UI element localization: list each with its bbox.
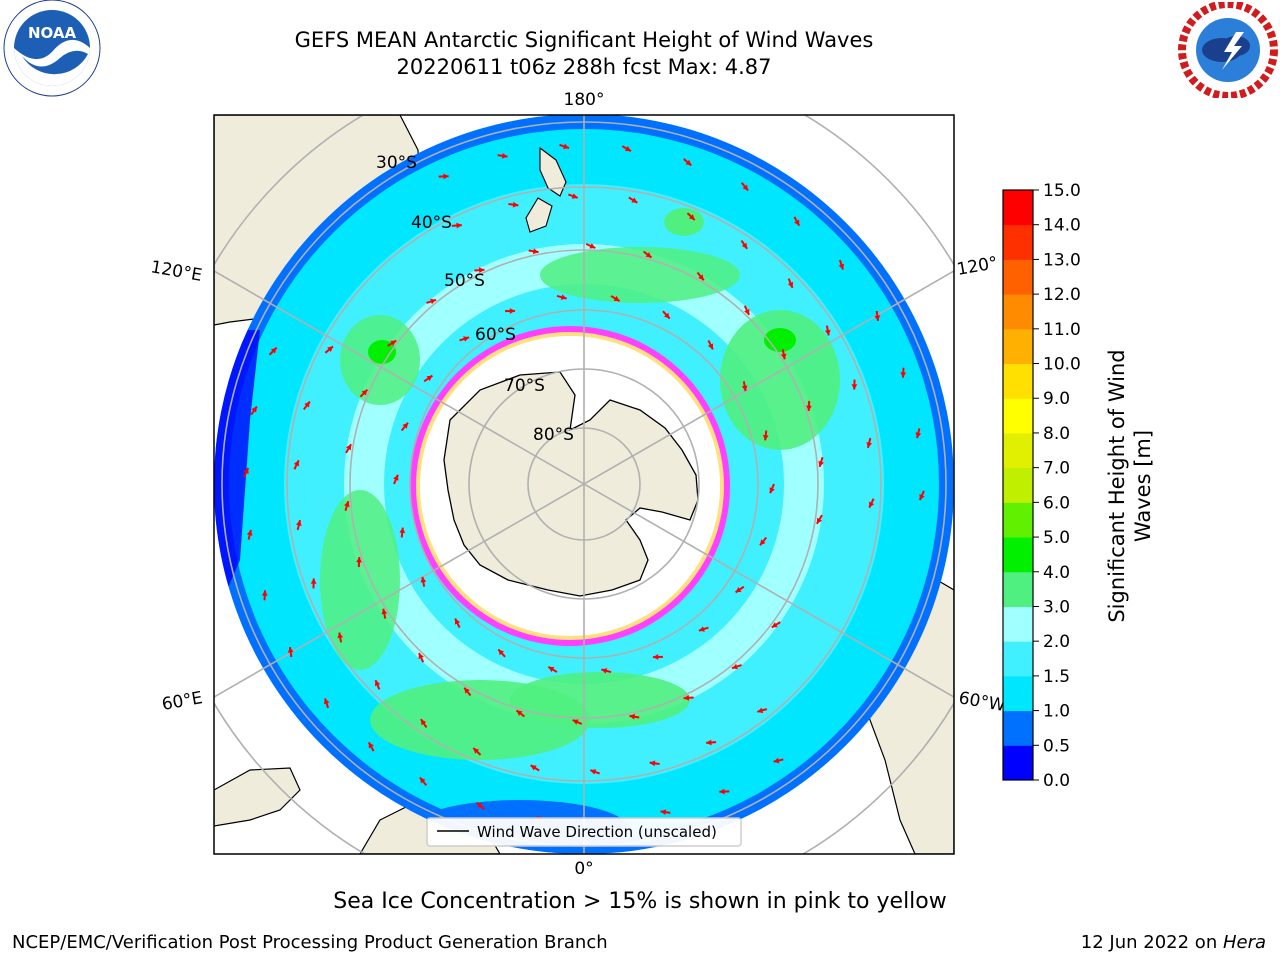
lat-label-70: 70°S [504, 376, 545, 396]
colorbar-tick-label: 0.0 [1043, 771, 1070, 791]
footer-credit: NCEP/EMC/Verification Post Processing Pr… [12, 932, 608, 953]
footer-host: Hera [1223, 932, 1266, 953]
colorbar-segment [1003, 398, 1033, 433]
footer-date: 12 Jun 2022 on Hera [1081, 932, 1266, 953]
colorbar-label-line1: Significant Height of Wind [1105, 349, 1129, 622]
colorbar-tick-label: 14.0 [1043, 216, 1081, 236]
lat-label-30: 30°S [376, 153, 417, 173]
lon-label-left-lower: 60°E [160, 688, 204, 715]
colorbar-tick-label: 1.5 [1043, 667, 1070, 687]
colorbar-segment [1003, 606, 1033, 641]
colorbar-segment [1003, 433, 1033, 468]
colorbar: 0.0 0.5 1.0 1.5 2.0 3.0 4.0 5.0 6.0 7.0 8.0 9.0 10.0… [1003, 181, 1081, 791]
colorbar-tick-label: 8.0 [1043, 424, 1070, 444]
colorbar-segment [1003, 190, 1033, 225]
map-legend: Wind Wave Direction (unscaled) [427, 818, 741, 846]
colorbar-segment [1003, 641, 1033, 676]
lat-label-40: 40°S [411, 213, 452, 233]
colorbar-tick-label: 1.0 [1043, 702, 1070, 722]
colorbar-tick-label: 13.0 [1043, 250, 1081, 270]
lon-label-left-upper: 120°E [149, 257, 203, 286]
colorbar-segment [1003, 259, 1033, 294]
footer-date-text: 12 Jun 2022 on [1081, 932, 1223, 953]
colorbar-segment [1003, 225, 1033, 260]
colorbar-tick-label: 2.0 [1043, 632, 1070, 652]
lat-label-80: 80°S [533, 425, 574, 445]
colorbar-tick-label: 11.0 [1043, 320, 1081, 340]
colorbar-tick-label: 7.0 [1043, 459, 1070, 479]
colorbar-segment [1003, 537, 1033, 572]
lat-label-60: 60°S [475, 325, 516, 345]
colorbar-segment [1003, 468, 1033, 503]
colorbar-tick-label: 3.0 [1043, 597, 1070, 617]
colorbar-tick-label: 15.0 [1043, 181, 1081, 201]
lon-label-right-upper: 120° [955, 253, 999, 280]
lon-label-bottom: 0° [574, 859, 593, 879]
colorbar-segment [1003, 572, 1033, 607]
colorbar-tick-label: 4.0 [1043, 563, 1070, 583]
colorbar-segment [1003, 329, 1033, 364]
colorbar-label-line2: Waves [m] [1131, 430, 1155, 542]
colorbar-tick-label: 6.0 [1043, 493, 1070, 513]
colorbar-tick-label: 10.0 [1043, 355, 1081, 375]
colorbar-segment [1003, 294, 1033, 329]
colorbar-tick-label: 0.5 [1043, 736, 1070, 756]
legend-label: Wind Wave Direction (unscaled) [477, 823, 717, 841]
lon-label-top: 180° [564, 90, 605, 110]
lat-label-50: 50°S [444, 271, 485, 291]
colorbar-segment [1003, 676, 1033, 711]
sea-ice-note: Sea Ice Concentration > 15% is shown in … [180, 889, 1100, 914]
colorbar-segment [1003, 745, 1033, 780]
colorbar-segment [1003, 502, 1033, 537]
lon-label-right-lower: 60°W [957, 688, 1007, 716]
colorbar-tick-label: 5.0 [1043, 528, 1070, 548]
colorbar-segment [1003, 711, 1033, 746]
colorbar-segment [1003, 364, 1033, 399]
colorbar-tick-label: 12.0 [1043, 285, 1081, 305]
colorbar-tick-label: 9.0 [1043, 389, 1070, 409]
